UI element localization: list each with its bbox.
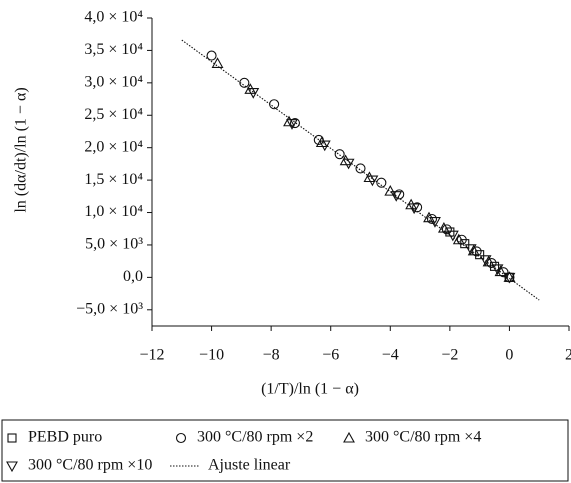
x-tick-label: −8 [263, 347, 280, 364]
y-tick-label: 1,0 × 10⁴ [84, 203, 143, 220]
marker [491, 264, 504, 276]
marker [289, 117, 301, 129]
marker [339, 154, 352, 166]
marker [355, 163, 366, 174]
y-tick-label: 1,5 × 10⁴ [84, 171, 143, 188]
marker [363, 171, 376, 183]
x-axis-label: (1/T)/ln (1 − α) [261, 381, 359, 398]
marker [437, 221, 450, 233]
x-tick-label: −2 [441, 347, 458, 364]
y-tick-label: 2,0 × 10⁴ [84, 138, 143, 155]
x-tick-label: −6 [322, 347, 339, 364]
y-tick-label: 5,0 × 10³ [85, 236, 143, 253]
x-tick-label: 0 [505, 347, 513, 364]
marker [384, 184, 397, 196]
marker [446, 230, 459, 242]
marker [334, 149, 345, 160]
marker [366, 175, 379, 187]
y-tick-label: 3,5 × 10⁴ [84, 41, 143, 58]
y-tick-label: 2,5 × 10⁴ [84, 106, 143, 123]
legend-marker [343, 431, 355, 443]
legend-label: 300 °C/80 rpm ×10 [28, 457, 152, 474]
marker [283, 115, 295, 127]
y-tick-label: 4,0 × 10⁴ [84, 9, 143, 26]
marker [206, 50, 217, 61]
legend-marker [6, 461, 18, 473]
legend-label: Ajuste linear [208, 457, 291, 474]
x-tick-label: −4 [382, 347, 399, 364]
legend-marker [7, 433, 17, 443]
legend-label: PEBD puro [28, 429, 102, 446]
marker [247, 88, 260, 99]
y-tick-label: 0,0 [123, 268, 143, 285]
y-tick-label: 3,0 × 10⁴ [84, 74, 143, 91]
y-axis-label: ln (dα/dt)/ln (1 − α) [13, 87, 30, 212]
x-tick-label: −10 [199, 347, 224, 364]
marker [494, 265, 507, 277]
legend-box [1, 419, 569, 482]
marker [503, 272, 516, 284]
marker [408, 203, 421, 215]
marker [376, 177, 387, 188]
legend-marker [175, 432, 187, 444]
marker [315, 136, 328, 148]
y-tick-label: −5,0 × 10³ [76, 300, 143, 317]
marker [342, 158, 355, 170]
x-tick-label: −12 [139, 347, 164, 364]
legend-label: 300 °C/80 rpm ×4 [365, 429, 481, 446]
marker [390, 191, 403, 202]
marker [318, 140, 331, 152]
marker [211, 57, 224, 68]
x-tick-label: 2 [565, 347, 571, 364]
marker [464, 244, 477, 255]
legend-label: 300 °C/80 rpm ×2 [197, 429, 313, 446]
fit-line [181, 39, 540, 301]
marker [479, 255, 492, 266]
